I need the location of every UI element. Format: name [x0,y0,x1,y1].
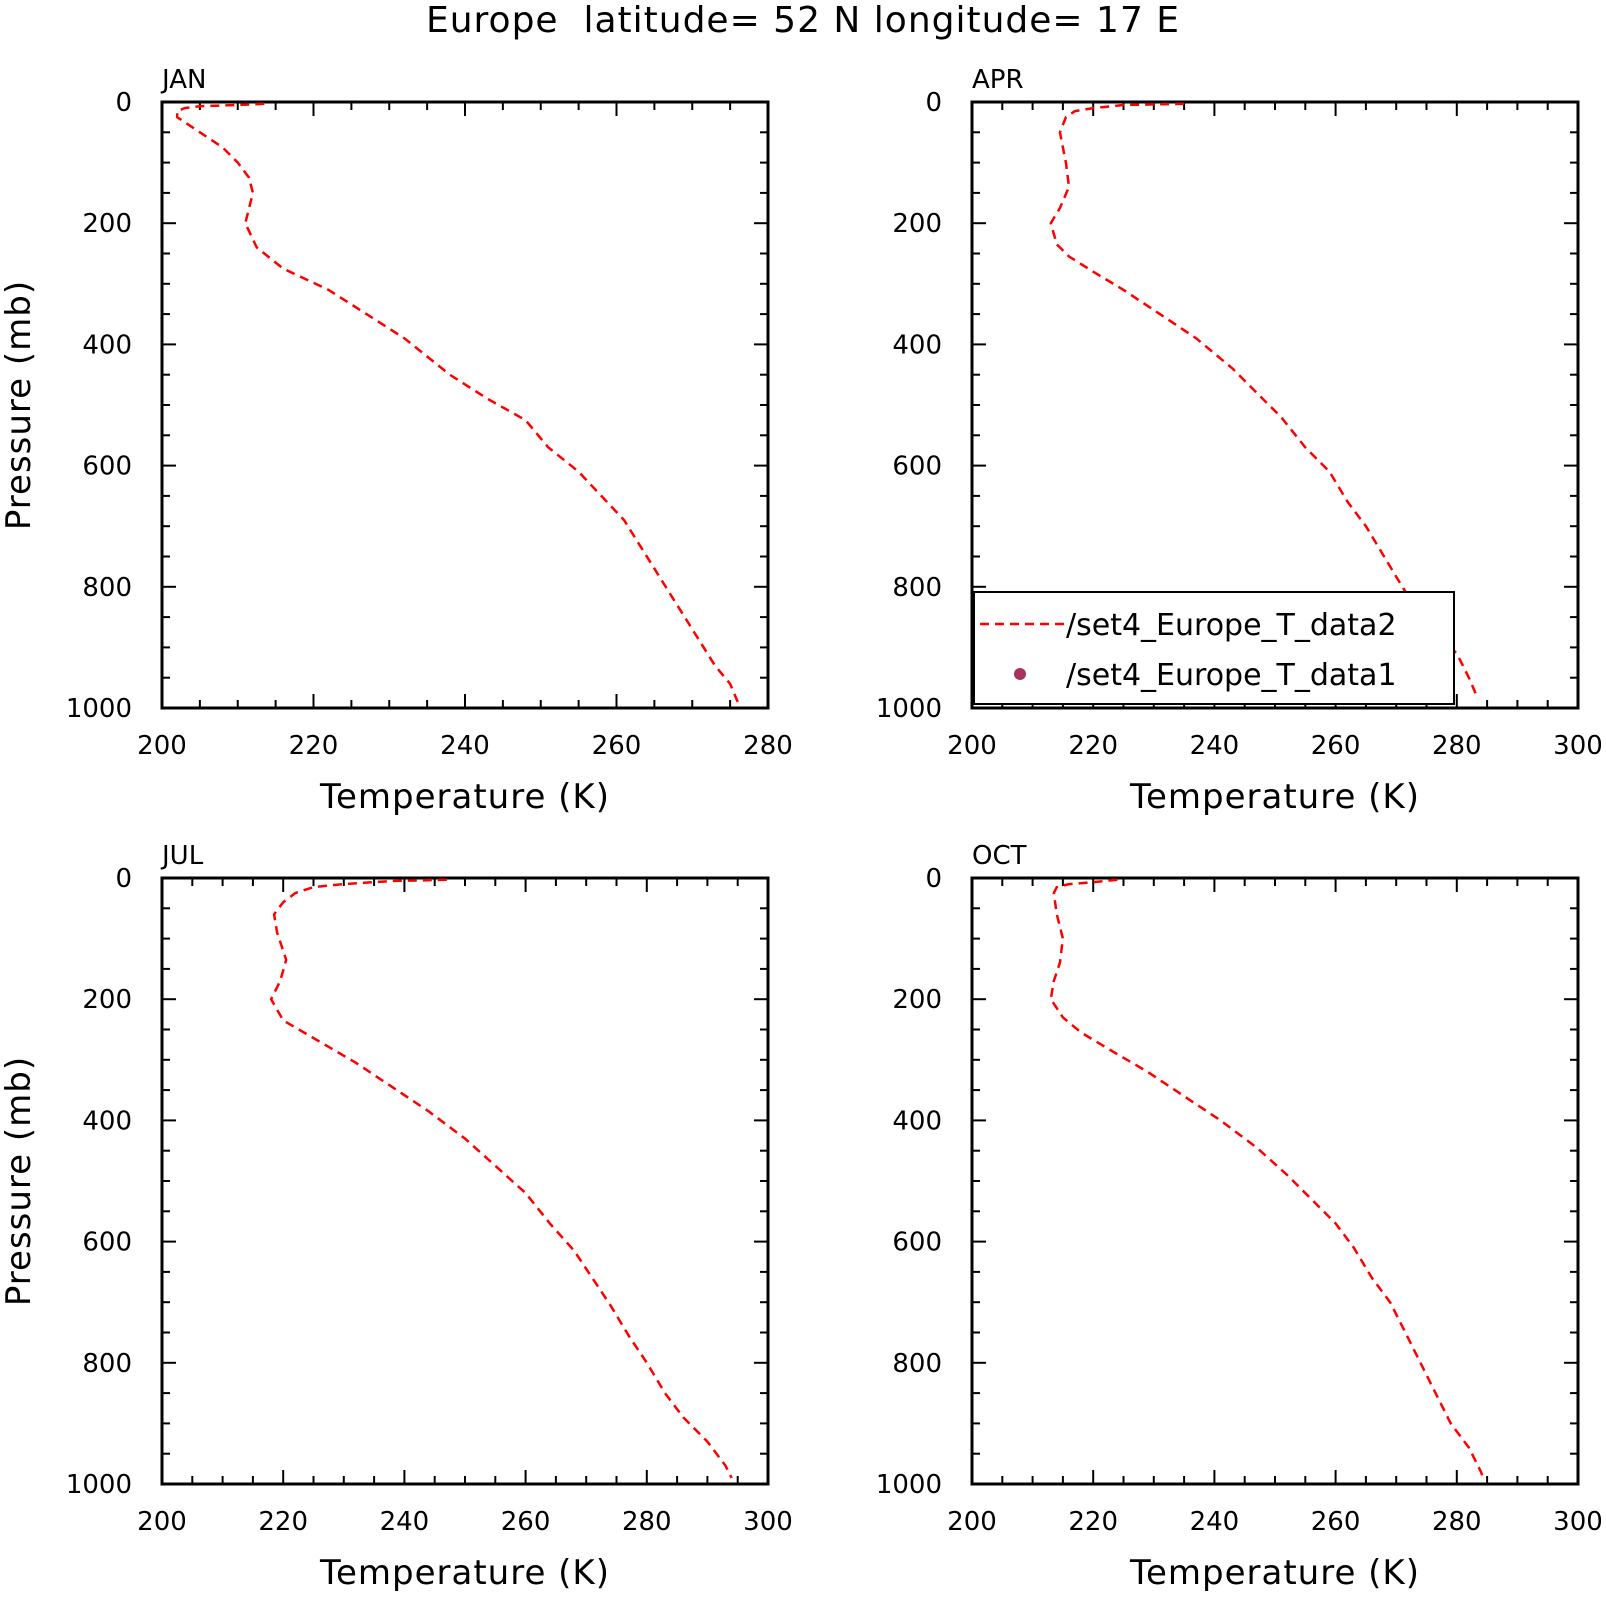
x-tick-label: 280 [743,731,793,761]
panel-apr: 200 220 240 260 280 300 0 200 400 600 800 1000 APR Te… [876,65,1603,817]
y-tick-label: 0 [925,864,942,894]
x-tick-label: 240 [440,731,490,761]
x-tick-label: 300 [1553,731,1603,761]
x-tick-label: 220 [1068,1507,1118,1537]
y-tick-label: 800 [892,1349,942,1379]
y-tick-label: 400 [892,1106,942,1136]
series-line [1049,102,1480,700]
y-tick-label: 800 [892,573,942,603]
y-tick-label: 1000 [66,1470,132,1500]
x-tick-label: 220 [258,1507,308,1537]
x-tick-label: 280 [1432,1507,1482,1537]
x-tick-label: 240 [1190,1507,1240,1537]
y-tick-label: 400 [82,1106,132,1136]
x-tick-label: 220 [1068,731,1118,761]
y-tick-label: 200 [892,209,942,239]
plot-frame [160,100,770,710]
panel-title: OCT [972,841,1027,871]
x-tick-label: 260 [1311,1507,1361,1537]
x-tick-label: 280 [1432,731,1482,761]
y-tick-label: 400 [892,330,942,360]
panel-title: JUL [160,841,204,871]
x-tick-label: 300 [1553,1507,1603,1537]
y-tick-label: 1000 [66,694,132,724]
x-tick-label: 240 [380,1507,430,1537]
panels: 200 220 240 260 280 0 200 400 600 800 1000 JAN Tempe… [0,65,1603,1593]
x-tick-label: 200 [947,731,997,761]
y-tick-label: 800 [82,573,132,603]
y-tick-label: 0 [115,864,132,894]
y-tick-label: 400 [82,330,132,360]
y-tick-label: 1000 [876,1470,942,1500]
y-tick-label: 200 [82,985,132,1015]
series-line [175,102,739,703]
panel-title: JAN [160,65,206,95]
y-tick-label: 600 [82,452,132,482]
y-tick-label: 600 [82,1228,132,1258]
figure-title: Europe latitude= 52 N longitude= 17 E [426,0,1180,41]
y-tick-label: 600 [892,1228,942,1258]
x-axis-label: Temperature (K) [319,777,610,817]
series-line [269,878,733,1479]
x-tick-label: 260 [501,1507,551,1537]
x-tick-label: 260 [1311,731,1361,761]
x-tick-label: 280 [622,1507,672,1537]
y-tick-label: 600 [892,452,942,482]
panel-oct: 200 220 240 260 280 300 0 200 400 600 800 1000 OCT Te… [876,841,1603,1593]
x-tick-label: 200 [137,1507,187,1537]
y-tick-label: 200 [82,209,132,239]
plot-frame [160,876,770,1486]
series-line [1049,878,1486,1482]
panel-title: APR [972,65,1024,95]
x-axis-label: Temperature (K) [1129,1553,1420,1593]
y-axis-label: Pressure (mb) [0,1056,39,1306]
y-tick-label: 200 [892,985,942,1015]
legend-box [973,591,1455,705]
y-tick-label: 800 [82,1349,132,1379]
x-tick-label: 200 [947,1507,997,1537]
plot-frame [970,876,1580,1486]
legend-label: /set4_Europe_T_data1 [1066,658,1397,693]
y-axis-label: Pressure (mb) [0,280,39,530]
x-axis-label: Temperature (K) [319,1553,610,1593]
panel-jan: 200 220 240 260 280 0 200 400 600 800 1000 JAN Tempe… [0,65,793,817]
panel-jul: 200 220 240 260 280 300 0 200 400 600 800 1000 JUL Te… [0,841,793,1593]
y-tick-label: 0 [925,88,942,118]
x-tick-label: 200 [137,731,187,761]
x-tick-label: 240 [1190,731,1240,761]
x-tick-label: 300 [743,1507,793,1537]
x-tick-label: 260 [592,731,642,761]
y-tick-label: 1000 [876,694,942,724]
x-axis-label: Temperature (K) [1129,777,1420,817]
legend-dot-swatch [1014,668,1026,680]
legend-label: /set4_Europe_T_data2 [1066,608,1397,643]
x-tick-label: 220 [289,731,339,761]
y-tick-label: 0 [115,88,132,118]
legend: /set4_Europe_T_data2/set4_Europe_T_data1 [973,591,1455,705]
